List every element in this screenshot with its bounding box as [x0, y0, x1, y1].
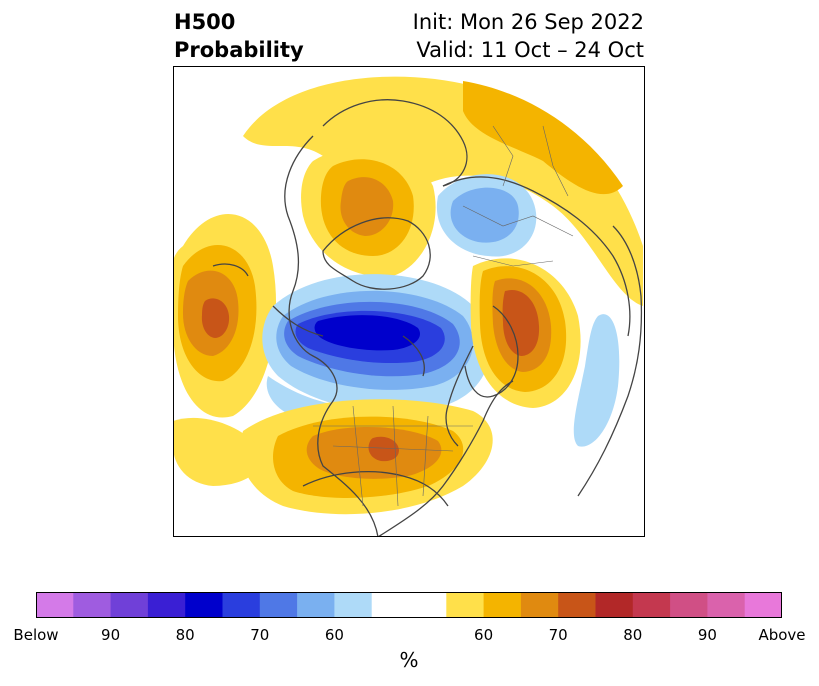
colorbar-tick-label: 80: [175, 626, 195, 644]
colorbar-svg: [36, 592, 783, 618]
colorbar-segment: [520, 592, 559, 618]
valid-range: Valid: 11 Oct – 24 Oct: [416, 38, 644, 62]
colorbar-tick-label: 60: [324, 626, 344, 644]
map-title: H500 Probability: [174, 8, 304, 64]
colorbar-segment: [744, 592, 783, 618]
probability-map: [173, 66, 645, 537]
colorbar-tick-label: Below: [13, 626, 59, 644]
colorbar-tick-label: 90: [697, 626, 717, 644]
title-variable: H500: [174, 10, 236, 34]
colorbar-segment: [110, 592, 149, 618]
colorbar-segment: [446, 592, 485, 618]
title-type: Probability: [174, 38, 304, 62]
colorbar-segment: [73, 592, 112, 618]
colorbar-segment: [558, 592, 596, 618]
colorbar-tick-label: Above: [758, 626, 806, 644]
colorbar-border: [36, 592, 782, 618]
colorbar-segment: [632, 592, 671, 618]
anomaly-below-atlantic: [573, 314, 620, 447]
colorbar-tick-label: 70: [548, 626, 568, 644]
colorbar-segment: [222, 592, 261, 618]
colorbar-segment: [595, 592, 634, 618]
colorbar-segment: [371, 592, 410, 618]
colorbar-tick-label: 80: [623, 626, 643, 644]
colorbar-tick-label: 90: [101, 626, 121, 644]
colorbar-segment: [147, 592, 186, 618]
map-dates: Init: Mon 26 Sep 2022 Valid: 11 Oct – 24…: [413, 8, 644, 64]
coastlines: [212, 99, 643, 537]
colorbar-segment: [334, 592, 373, 618]
borders: [313, 125, 574, 507]
map-svg: [173, 66, 645, 537]
colorbar-segment: [707, 592, 746, 618]
colorbar-segment: [259, 592, 298, 618]
colorbar-segment: [36, 592, 74, 618]
colorbar-segment: [670, 592, 708, 618]
colorbar-segment: [483, 592, 522, 618]
colorbar-segment: [297, 592, 335, 618]
colorbar-segment: [185, 592, 223, 618]
map-border: [173, 66, 645, 537]
colorbar: [36, 592, 783, 618]
colorbar-unit: %: [399, 648, 419, 672]
colorbar-tick-label: 70: [250, 626, 270, 644]
colorbar-tick-label: 60: [474, 626, 494, 644]
colorbar-segment: [409, 592, 447, 618]
init-date: Init: Mon 26 Sep 2022: [412, 10, 644, 34]
